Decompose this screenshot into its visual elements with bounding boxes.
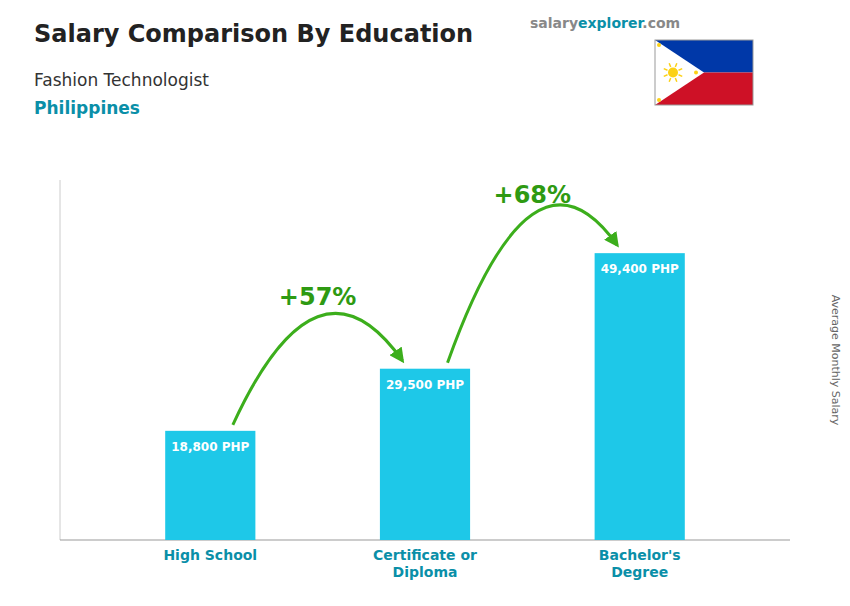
flag-border — [655, 40, 753, 105]
watermark-part: salary — [530, 15, 578, 31]
watermark: salaryexplorer.com — [530, 15, 680, 31]
flag-sun-ray — [664, 69, 668, 71]
data-label: 18,800 PHP — [171, 440, 249, 454]
x-tick-label: High School — [163, 547, 257, 563]
flag-star — [694, 71, 698, 75]
chart-container: Salary Comparison By Education Fashion Te… — [0, 0, 850, 606]
data-label: 29,500 PHP — [386, 378, 464, 392]
flag — [655, 40, 753, 105]
flag-sun-ray — [679, 75, 683, 77]
flag-sun-ray — [669, 78, 671, 82]
flag-sun-ray — [679, 69, 683, 71]
flag-star — [657, 98, 661, 102]
x-tick-label: Certificate orDiploma — [373, 547, 477, 580]
bar — [595, 253, 685, 540]
annotations: +57% +68% — [233, 181, 617, 425]
flag-sun — [668, 68, 678, 78]
x-tick-label-line: Certificate or — [373, 547, 477, 563]
x-tick-label-line: High School — [163, 547, 257, 563]
title: Salary Comparison By Education — [34, 20, 473, 48]
y-axis-line — [60, 180, 61, 540]
x-tick-label-line: Diploma — [393, 564, 458, 580]
bar — [380, 369, 470, 540]
bars — [165, 253, 685, 540]
growth-label: +57% — [279, 283, 357, 311]
flag-sun-ray — [675, 78, 677, 82]
flag-star — [657, 43, 661, 47]
x-tick-label-line: Degree — [611, 564, 668, 580]
chart-svg: Salary Comparison By Education Fashion Te… — [0, 0, 850, 606]
flag-sun-ray — [669, 63, 671, 67]
watermark-part: explorer — [578, 15, 644, 31]
growth-arrow — [233, 313, 403, 424]
country: Philippines — [34, 98, 140, 118]
watermark-part: .com — [642, 15, 680, 31]
flag-sun-ray — [675, 63, 677, 67]
x-tick-label-line: Bachelor's — [599, 547, 681, 563]
flag-sun-ray — [664, 75, 668, 77]
x-tick-label: Bachelor'sDegree — [599, 547, 681, 580]
data-label: 49,400 PHP — [601, 262, 679, 276]
bar — [165, 431, 255, 540]
flag-triangle — [655, 40, 704, 105]
y-axis-label: Average Monthly Salary — [829, 295, 842, 426]
growth-label: +68% — [494, 181, 572, 209]
growth-arrow — [448, 205, 618, 363]
subtitle: Fashion Technologist — [34, 70, 209, 90]
